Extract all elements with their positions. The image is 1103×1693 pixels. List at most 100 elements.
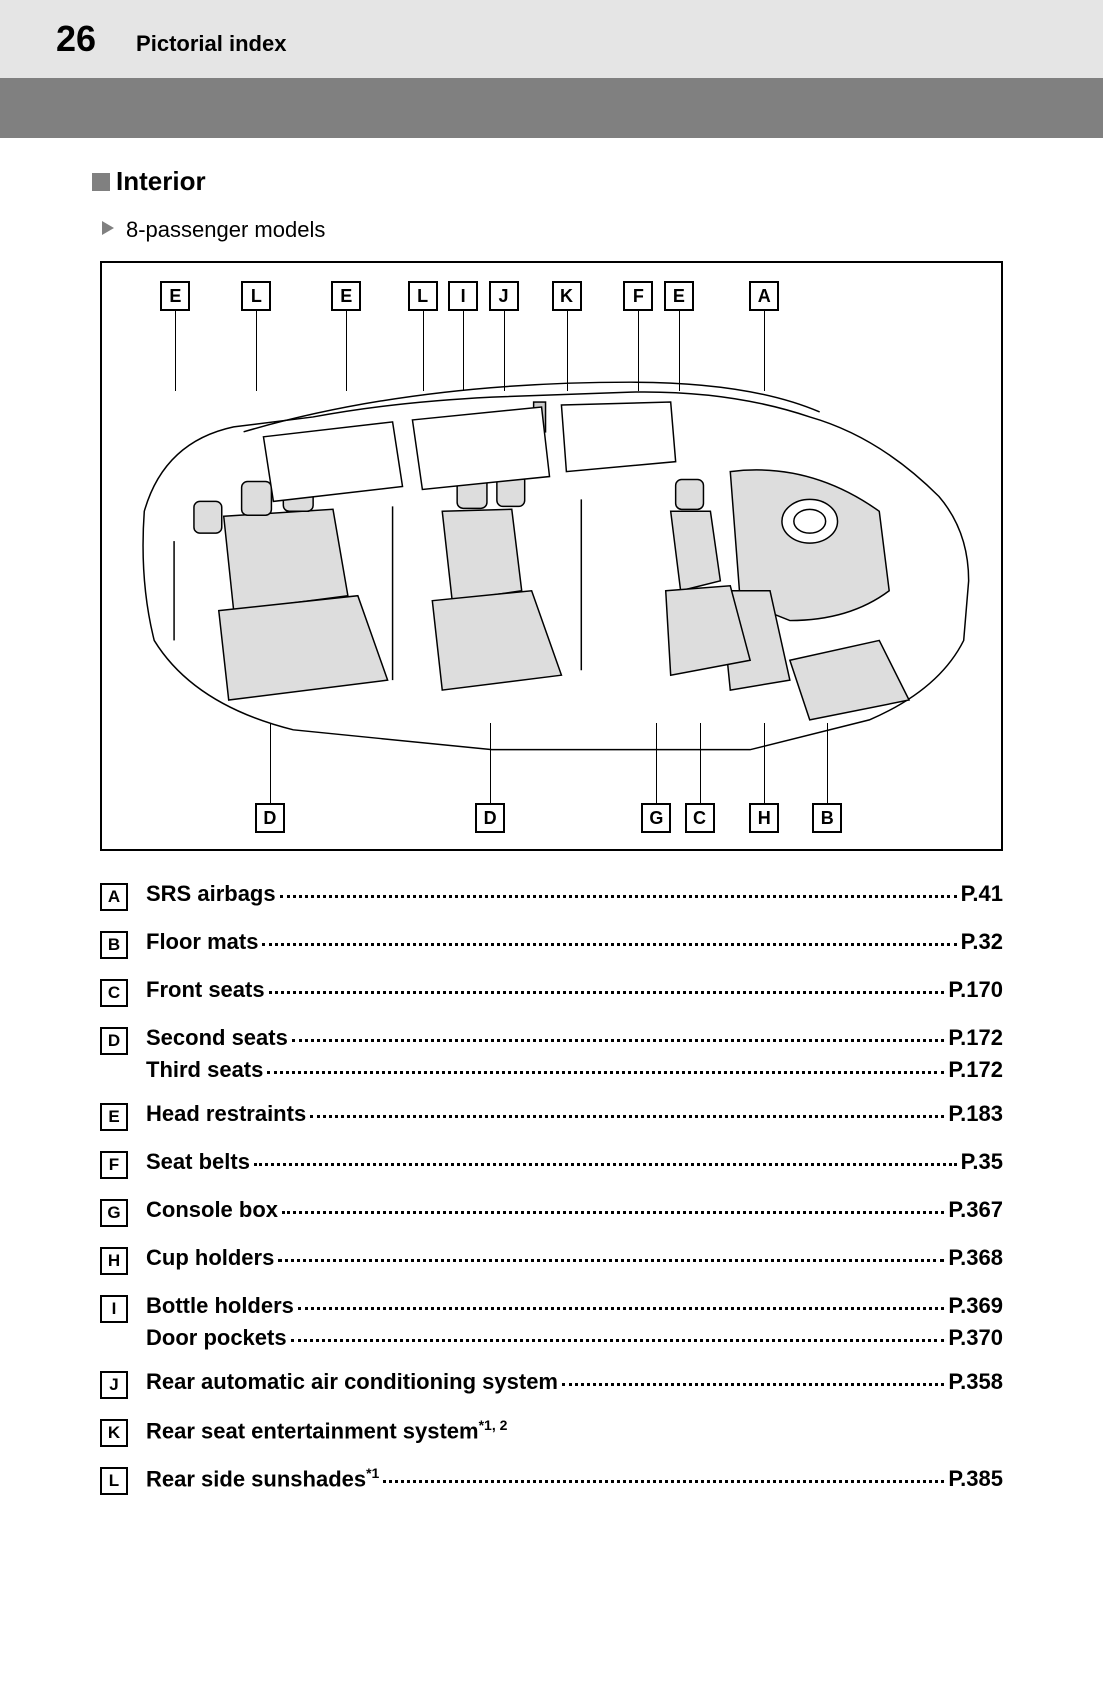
callout-C: C — [685, 803, 715, 833]
item-name: Console box — [146, 1197, 278, 1223]
leader-dots — [298, 1307, 944, 1310]
index-row: EHead restraintsP.183 — [100, 1101, 1003, 1131]
page-header: 26 Pictorial index — [0, 0, 1103, 78]
item-name: Third seats — [146, 1057, 263, 1083]
leader-dots — [562, 1383, 944, 1386]
callout-line — [764, 723, 765, 803]
page-ref: P.369 — [948, 1293, 1003, 1319]
index-letter: C — [100, 979, 128, 1007]
item-name: Bottle holders — [146, 1293, 294, 1319]
square-bullet-icon — [92, 173, 110, 191]
index-row: L Rear side sunshades*1 P.385 — [100, 1465, 1003, 1495]
index-row: B Floor mats P.32 — [100, 929, 1003, 959]
callout-line — [679, 311, 680, 391]
callout-H: H — [749, 803, 779, 833]
index-line: Head restraints P.183 — [146, 1101, 1003, 1127]
index-lines: SRS airbags P.41 — [146, 881, 1003, 907]
index-lines: Head restraints P.183 — [146, 1101, 1003, 1127]
sub-heading: 8-passenger models — [102, 217, 1003, 243]
callout-line — [490, 723, 491, 803]
page-ref: P.172 — [948, 1025, 1003, 1051]
index-list: ASRS airbagsP.41BFloor matsP.32CFront se… — [100, 881, 1003, 1495]
index-line: Bottle holders P.369 — [146, 1293, 1003, 1319]
subtitle: 8-passenger models — [126, 217, 325, 243]
page-number: 26 — [56, 18, 96, 60]
index-line: Front seats P.170 — [146, 977, 1003, 1003]
index-line: Cup holdersP.368 — [146, 1245, 1003, 1271]
index-lines: Second seatsP.172Third seatsP.172 — [146, 1025, 1003, 1083]
index-letter: L — [100, 1467, 128, 1495]
index-letter: B — [100, 931, 128, 959]
callout-J: J — [489, 281, 519, 311]
index-line: Rear side sunshades*1 P.385 — [146, 1465, 1003, 1492]
leader-dots — [383, 1480, 944, 1483]
callout-line — [256, 311, 257, 391]
index-lines: Seat belts P.35 — [146, 1149, 1003, 1175]
index-line: Floor mats P.32 — [146, 929, 1003, 955]
page-ref: P.170 — [948, 977, 1003, 1003]
page-ref: P.35 — [961, 1149, 1003, 1175]
item-name: Floor mats — [146, 929, 258, 955]
index-letter: K — [100, 1419, 128, 1447]
index-line: Rear seat entertainment system*1, 2 — [146, 1417, 1003, 1444]
index-lines: Front seats P.170 — [146, 977, 1003, 1003]
index-letter: J — [100, 1371, 128, 1399]
callout-line — [423, 311, 424, 391]
item-name: SRS airbags — [146, 881, 276, 907]
index-row: J Rear automatic air conditioning systemP… — [100, 1369, 1003, 1399]
index-row: F Seat belts P.35 — [100, 1149, 1003, 1179]
item-name: Rear side sunshades*1 — [146, 1465, 379, 1492]
page-ref: P.32 — [961, 929, 1003, 955]
callout-line — [463, 311, 464, 391]
superscript: *1 — [366, 1465, 379, 1481]
index-row: C Front seats P.170 — [100, 977, 1003, 1007]
item-name: Front seats — [146, 977, 265, 1003]
callout-K: K — [552, 281, 582, 311]
index-letter: D — [100, 1027, 128, 1055]
item-name: Head restraints — [146, 1101, 306, 1127]
section-title: Interior — [116, 166, 206, 197]
page-ref: P.41 — [961, 881, 1003, 907]
leader-dots — [254, 1163, 957, 1166]
page-ref: P.183 — [948, 1101, 1003, 1127]
callout-D: D — [255, 803, 285, 833]
callout-line — [700, 723, 701, 803]
triangle-bullet-icon — [102, 221, 114, 240]
index-line: Second seatsP.172 — [146, 1025, 1003, 1051]
callout-line — [175, 311, 176, 391]
index-line: Console boxP.367 — [146, 1197, 1003, 1223]
index-line: Third seatsP.172 — [146, 1057, 1003, 1083]
callout-I: I — [448, 281, 478, 311]
leader-dots — [278, 1259, 944, 1262]
callout-line — [346, 311, 347, 391]
page-ref: P.358 — [948, 1369, 1003, 1395]
item-name: Door pockets — [146, 1325, 287, 1351]
index-letter: I — [100, 1295, 128, 1323]
callout-line — [827, 723, 828, 803]
index-row: H Cup holdersP.368 — [100, 1245, 1003, 1275]
index-row: I Bottle holders P.369 Door pockets P.370 — [100, 1293, 1003, 1351]
section-heading: Interior — [100, 166, 1003, 197]
index-row: ASRS airbagsP.41 — [100, 881, 1003, 911]
callout-line — [504, 311, 505, 391]
index-line: Rear automatic air conditioning systemP.… — [146, 1369, 1003, 1395]
callout-E: E — [331, 281, 361, 311]
index-line: Seat belts P.35 — [146, 1149, 1003, 1175]
item-name: Seat belts — [146, 1149, 250, 1175]
leader-dots — [292, 1039, 945, 1042]
page-ref: P.385 — [948, 1466, 1003, 1492]
index-line: Door pockets P.370 — [146, 1325, 1003, 1351]
index-letter: F — [100, 1151, 128, 1179]
leader-dots — [291, 1339, 945, 1342]
index-lines: Rear side sunshades*1 P.385 — [146, 1465, 1003, 1492]
index-lines: Floor mats P.32 — [146, 929, 1003, 955]
leader-dots — [282, 1211, 944, 1214]
page-ref: P.370 — [948, 1325, 1003, 1351]
header-title: Pictorial index — [136, 31, 286, 57]
callout-line — [567, 311, 568, 391]
index-letter: H — [100, 1247, 128, 1275]
callout-E: E — [160, 281, 190, 311]
grey-band — [0, 78, 1103, 138]
callout-B: B — [812, 803, 842, 833]
callout-A: A — [749, 281, 779, 311]
